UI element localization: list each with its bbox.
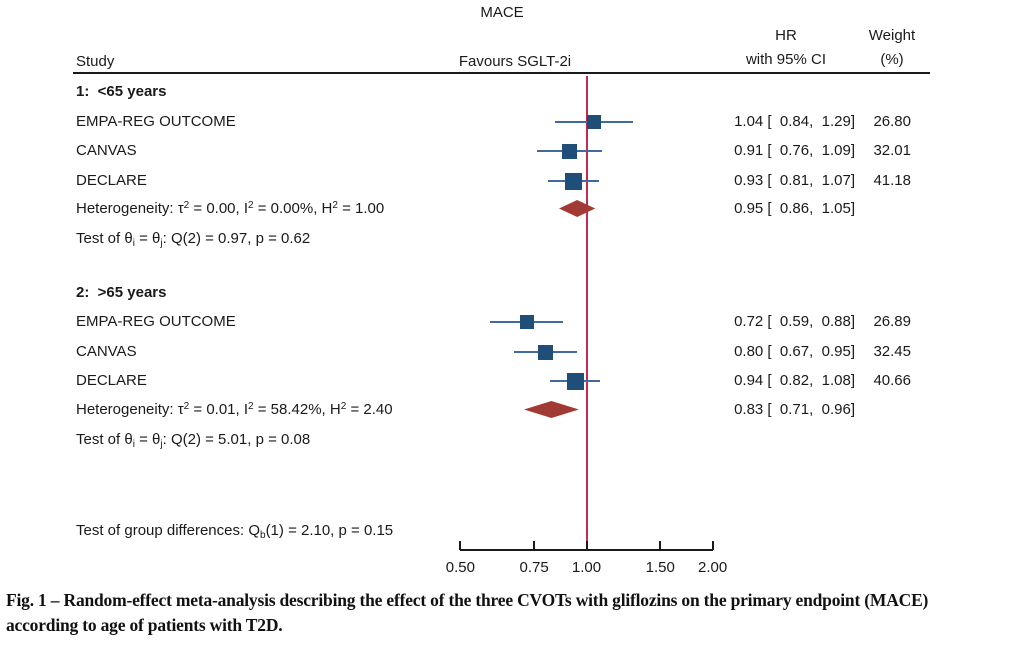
hr-ci-value: 0.94 [ 0.82, 1.08] (734, 372, 855, 389)
effect-size-square (519, 315, 534, 329)
study-name: DECLARE (76, 372, 147, 389)
effect-size-square (538, 344, 554, 360)
column-header-hr-line2: with 95% CI (745, 51, 827, 68)
group-difference-test: Test of group differences: Qb(1) = 2.10,… (76, 522, 394, 541)
axis-tick-label: 2.00 (698, 559, 728, 576)
effect-size-square (564, 172, 582, 190)
axis-tick-label: 0.75 (519, 559, 549, 576)
study-name: CANVAS (76, 142, 137, 159)
hr-ci-value: 0.93 [ 0.81, 1.07] (734, 172, 855, 189)
weight-value: 32.45 (873, 343, 911, 360)
heterogeneity-stats: Heterogeneity: τ2 = 0.01, I2 = 58.42%, H… (76, 401, 393, 418)
weight-value: 26.80 (873, 113, 911, 130)
axis-tick (459, 541, 462, 550)
chart-title: MACE (480, 4, 524, 21)
study-name: EMPA-REG OUTCOME (76, 313, 236, 330)
study-name: CANVAS (76, 343, 137, 360)
hr-ci-value: 0.91 [ 0.76, 1.09] (734, 142, 855, 159)
axis-tick (585, 541, 588, 550)
reference-line (585, 76, 588, 549)
column-header-weight-line2: (%) (880, 51, 904, 68)
weight-value: 26.89 (873, 313, 911, 330)
figure-caption: Fig. 1 – Random-effect meta-analysis des… (6, 588, 1004, 638)
study-name: DECLARE (76, 172, 147, 189)
caption-line-1: Fig. 1 – Random-effect meta-analysis des… (6, 590, 929, 610)
axis-tick-label: 0.50 (445, 559, 475, 576)
hr-ci-value: 1.04 [ 0.84, 1.29] (734, 113, 855, 130)
pooled-hr-ci-value: 0.83 [ 0.71, 0.96] (734, 401, 855, 418)
column-header-favours: Favours SGLT-2i (458, 53, 572, 70)
pooled-diamond (524, 400, 580, 418)
hr-ci-value: 0.72 [ 0.59, 0.88] (734, 313, 855, 330)
group-label: 2: >65 years (76, 284, 167, 301)
axis-tick (711, 541, 714, 550)
study-name: EMPA-REG OUTCOME (76, 113, 236, 130)
effect-size-square (566, 372, 584, 390)
hr-ci-value: 0.80 [ 0.67, 0.95] (734, 343, 855, 360)
header-rule (73, 72, 930, 74)
column-header-study: Study (76, 53, 115, 70)
x-axis-line (460, 549, 713, 551)
pooled-hr-ci-value: 0.95 [ 0.86, 1.05] (734, 200, 855, 217)
group-label: 1: <65 years (76, 83, 167, 100)
weight-value: 32.01 (873, 142, 911, 159)
effect-size-square (586, 115, 601, 129)
axis-tick-label: 1.00 (571, 559, 602, 576)
effect-size-square (561, 143, 577, 159)
axis-tick (659, 541, 662, 550)
caption-line-2: according to age of patients with T2D. (6, 615, 283, 635)
weight-value: 40.66 (873, 372, 911, 389)
homogeneity-test: Test of θi = θj: Q(2) = 5.01, p = 0.08 (76, 431, 311, 450)
axis-tick (533, 541, 536, 550)
homogeneity-test: Test of θi = θj: Q(2) = 0.97, p = 0.62 (76, 230, 311, 249)
pooled-diamond (559, 199, 596, 217)
column-header-weight-line1: Weight (868, 27, 916, 44)
weight-value: 41.18 (873, 172, 911, 189)
axis-tick-label: 1.50 (645, 559, 675, 576)
heterogeneity-stats: Heterogeneity: τ2 = 0.00, I2 = 0.00%, H2… (76, 200, 385, 217)
column-header-hr-line1: HR (775, 27, 797, 44)
